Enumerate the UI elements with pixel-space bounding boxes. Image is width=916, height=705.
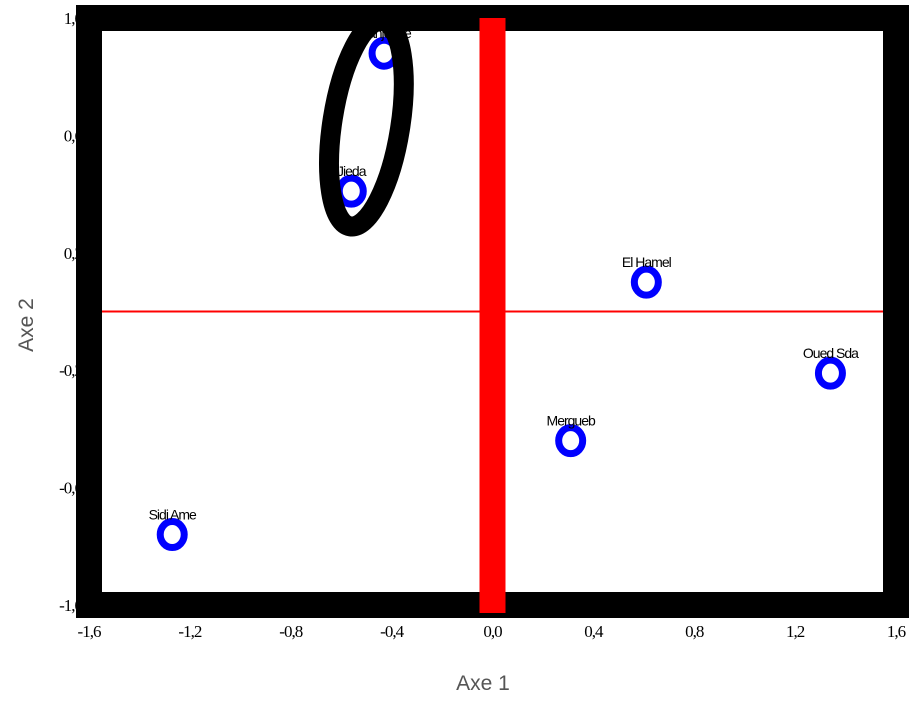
point-label: El Hamel (622, 254, 672, 270)
x-tick-label: -1,6 (78, 622, 101, 641)
vertical-zero-line (479, 18, 506, 613)
x-tick-label: 0,4 (584, 622, 604, 641)
x-tick-label: 0,0 (483, 622, 502, 641)
data-point (630, 265, 662, 299)
x-tick-label: 1,2 (786, 622, 805, 641)
x-tick-label: 1,6 (887, 622, 906, 641)
x-tick-label: -0,8 (279, 622, 302, 641)
data-point (555, 424, 587, 458)
y-tick-label: -1,0 (59, 596, 82, 615)
x-tick-label: -0,4 (380, 622, 404, 641)
data-point (814, 356, 846, 390)
y-tick-label: 0,2 (64, 244, 83, 263)
x-axis-title: Axe 1 (456, 672, 510, 695)
data-point (156, 518, 188, 552)
y-tick-label: -0,6 (59, 479, 82, 498)
y-axis-title: Axe 2 (15, 298, 38, 352)
y-tick-label: 1,0 (64, 9, 83, 28)
x-tick-label: -1,2 (178, 622, 201, 641)
y-tick-label: 0,6 (64, 126, 83, 145)
point-label: Jieda (337, 163, 367, 179)
x-tick-label: 0,8 (685, 622, 704, 641)
y-tick-label: -0,2 (59, 361, 82, 380)
point-label: Sidi Ame (149, 507, 197, 523)
point-label: Mergueb (547, 413, 596, 429)
point-label: Oued Sda (803, 345, 859, 361)
annotation-zero-mark (319, 10, 414, 237)
